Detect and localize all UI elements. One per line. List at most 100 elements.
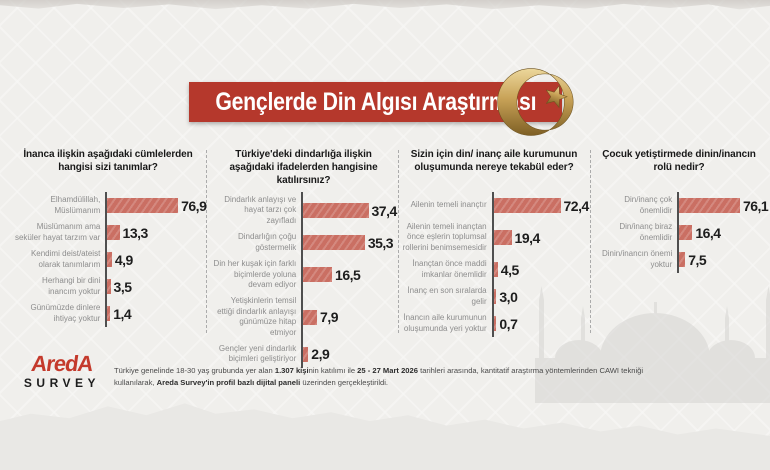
bar-cell: 3,0: [493, 283, 586, 310]
category-label: Dinin/inancın önemi yoktur: [595, 246, 680, 273]
methodology-note: Türkiye genelinde 18-30 yaş grubunda yer…: [114, 365, 676, 389]
category-label: Herhangi bir dini inancım yoktur: [12, 273, 108, 300]
value-label: 4,5: [500, 261, 519, 278]
chart-row: Müslümanım ama seküler hayat tarzım var …: [12, 219, 204, 246]
areda-survey-logo: AredA SURVEY: [16, 351, 108, 390]
note-sample-size: 1.307 kişi: [274, 366, 309, 375]
category-label: Ailenin temeli inançtan önce eşlerin top…: [402, 219, 494, 257]
category-label: Din her kuşak için farklı biçimlerde yol…: [213, 256, 304, 294]
bar: [303, 203, 369, 219]
bar: [679, 225, 693, 240]
bar: [679, 198, 740, 213]
bar-cell: 4,5: [493, 256, 586, 283]
logo-wordmark: AredA: [29, 351, 95, 376]
logo-subtext: SURVEY: [23, 376, 101, 390]
panel-divider: [398, 150, 399, 333]
note-panel-name: Areda Survey'in profil bazlı dijital pan…: [156, 377, 301, 387]
bar: [493, 230, 512, 246]
page-title: Gençlerde Din Algısı Araştırması: [215, 87, 536, 116]
value-label: 76,1: [742, 197, 769, 214]
bar-cell: 72,4: [493, 192, 590, 219]
panel-divider: [590, 150, 591, 333]
value-label: 16,5: [335, 266, 361, 283]
bar-cell: 4,9: [107, 246, 204, 273]
category-label: İnanç en son sıralarda gelir: [402, 283, 494, 311]
bar-cell: 1,4: [107, 300, 204, 327]
bar: [493, 316, 497, 332]
bar: [107, 225, 120, 240]
bar: [679, 252, 686, 267]
chart-row: Elhamdülillah, Müslümanım 76,9: [12, 192, 207, 219]
category-label: Ailenin temeli inançtır: [402, 192, 494, 219]
bar: [107, 252, 112, 267]
bar-cell: 2,9: [303, 341, 394, 368]
chart-row: Dindarlığın çoğu göstermelik 35,3: [213, 229, 394, 257]
chart-row: İnançtan önce maddi imkanlar önemlidir 4…: [402, 256, 586, 284]
mosque-silhouette: [535, 286, 770, 403]
category-label: Dindarlık anlayışı ve hayat tarzı çok za…: [213, 192, 304, 230]
chart-panel-child-raising: Çocuk yetiştirmede dinin/inancın rolü ne…: [595, 148, 769, 273]
category-label: Elhamdülillah, Müslümanım: [12, 192, 108, 219]
star-icon: [545, 85, 568, 109]
category-label: Günümüzde dinlere ihtiyaç yoktur: [12, 300, 108, 327]
bar-cell: 35,3: [303, 229, 394, 256]
value-label: 1,4: [113, 305, 132, 322]
note-text: nin katılımı ile: [308, 366, 358, 375]
category-label: Müslümanım ama seküler hayat tarzım var: [12, 219, 108, 246]
chart-row: İnancın aile kurumunun oluşumunda yeri y…: [402, 310, 586, 338]
value-label: 0,7: [499, 315, 518, 332]
chart-row: Din/inanç biraz önemlidir 16,4: [595, 219, 763, 246]
category-label: İnancın aile kurumunun oluşumunda yeri y…: [402, 310, 494, 338]
chart-title: Çocuk yetiştirmede dinin/inancın rolü ne…: [602, 149, 756, 174]
value-label: 72,4: [563, 197, 590, 214]
value-label: 3,0: [499, 288, 518, 305]
bar: [493, 262, 498, 278]
chart-panel-family-foundation: Sizin için din/ inanç aile kurumunun olu…: [402, 148, 590, 338]
note-text: tarihleri arasında, kantitatif araştırma…: [114, 366, 644, 387]
bar-cell: 37,4: [303, 192, 397, 229]
chart-row: Günümüzde dinlere ihtiyaç yoktur 1,4: [12, 300, 204, 327]
bar-cell: 3,5: [107, 273, 204, 300]
bar: [493, 289, 497, 305]
chart-row: Ailenin temeli inançtan önce eşlerin top…: [402, 219, 586, 257]
category-label: Din/inanç biraz önemlidir: [595, 219, 680, 246]
bar-cell: 76,1: [679, 192, 769, 219]
panel-divider: [206, 150, 207, 333]
bar-cell: 76,9: [107, 192, 207, 219]
chart-row: Din her kuşak için farklı biçimlerde yol…: [213, 256, 394, 294]
category-label: Gençler yeni dindarlık biçimleri gelişti…: [213, 340, 304, 368]
chart-row: Ailenin temeli inançtır 72,4: [402, 192, 590, 219]
value-label: 7,5: [688, 251, 707, 268]
chart-row: Dinin/inancın önemi yoktur 7,5: [595, 246, 763, 273]
category-label: Din/inanç çok önemlidir: [595, 192, 680, 219]
chart-title: Türkiye'deki dindarlığa ilişkin aşağıdak…: [229, 149, 378, 187]
note-text: üzerinden gerçekleştirildi.: [300, 377, 389, 387]
bar: [303, 346, 309, 362]
value-label: 7,9: [320, 309, 338, 326]
chart-row: Yetişkinlerin temsil ettiği dindarlık an…: [213, 293, 394, 341]
value-label: 4,9: [114, 251, 133, 268]
chart-panel-belief-definition: İnanca ilişkin aşağıdaki cümlelerden han…: [12, 148, 207, 327]
chart-row: Kendimi deist/ateist olarak tanımlarım 4…: [12, 246, 204, 273]
chart-row: Gençler yeni dindarlık biçimleri gelişti…: [213, 340, 394, 368]
bar-cell: 7,9: [303, 293, 394, 341]
bar-cell: 7,5: [679, 246, 763, 273]
torn-paper-bottom-edge: [0, 403, 770, 470]
value-label: 2,9: [311, 346, 330, 363]
chart-title: İnanca ilişkin aşağıdaki cümlelerden han…: [23, 149, 193, 174]
bar: [303, 309, 318, 325]
value-label: 13,3: [122, 224, 149, 241]
chart-row: İnanç en son sıralarda gelir 3,0: [402, 283, 586, 311]
bar: [303, 235, 365, 251]
chart-row: Herhangi bir dini inancım yoktur 3,5: [12, 273, 204, 300]
value-label: 35,3: [367, 234, 394, 251]
chart-title: Sizin için din/ inanç aile kurumunun olu…: [410, 149, 578, 174]
crescent-star-icon: [497, 68, 574, 136]
value-label: 16,4: [695, 224, 721, 241]
note-date-range: 25 - 27 Mart 2026: [357, 366, 418, 375]
torn-paper-top-edge: [0, 0, 770, 10]
bar: [107, 306, 111, 321]
bar-cell: 16,5: [303, 256, 394, 293]
chart-row: Dindarlık anlayışı ve hayat tarzı çok za…: [213, 192, 397, 230]
